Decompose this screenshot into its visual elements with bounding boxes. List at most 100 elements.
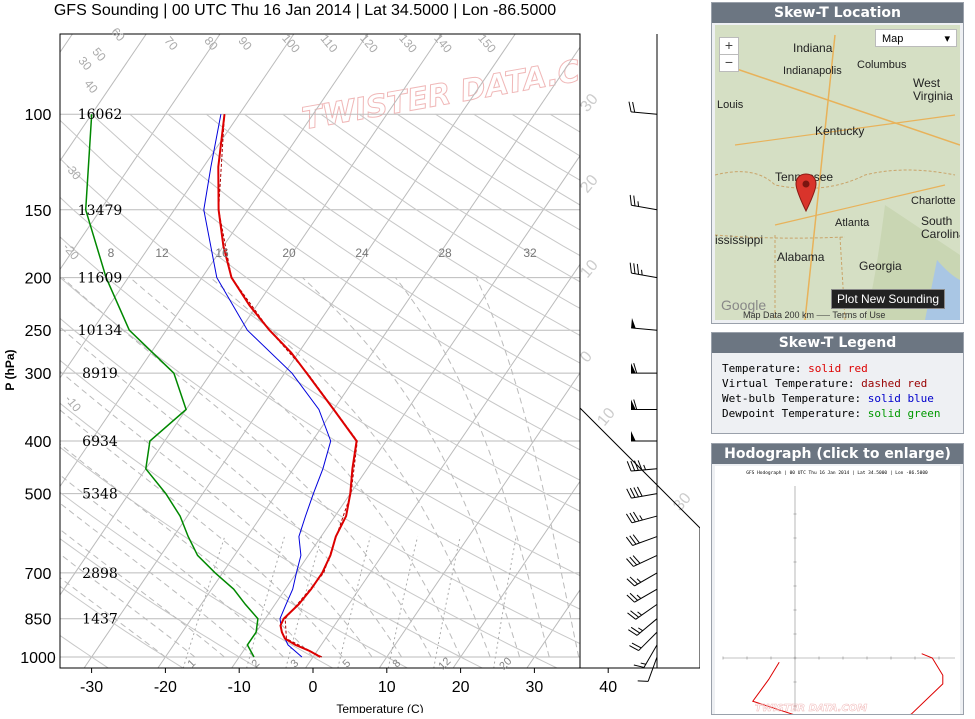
- dry-adiabat: [60, 236, 580, 577]
- temperature-line: [217, 114, 358, 658]
- wind-barb-staff: [632, 536, 658, 546]
- map-pin-icon[interactable]: [795, 173, 817, 213]
- skewt-legend-header: Skew-T Legend: [712, 333, 963, 353]
- wind-barb-flag: [633, 363, 638, 374]
- wind-barb-flag: [636, 263, 640, 275]
- wind-barb-flag: [632, 101, 636, 113]
- legend-label: Wet-bulb Temperature:: [722, 392, 862, 405]
- wind-barb: [631, 430, 657, 442]
- wind-barb-flag: [630, 460, 636, 471]
- wind-barb-half-flag: [643, 464, 647, 470]
- legend-value: solid green: [867, 407, 941, 420]
- wind-barb-flag: [633, 263, 636, 274]
- x-axis-label: Temperature (C): [336, 702, 423, 713]
- moist-adiabat: [475, 277, 580, 658]
- dry-adiabat: [167, 113, 580, 393]
- wind-barb-staff: [643, 644, 658, 668]
- wind-barb-half-flag: [637, 611, 642, 616]
- wind-barb: [626, 554, 658, 567]
- wind-barb-half-flag: [639, 515, 643, 521]
- pressure-tick-label: 400: [25, 434, 52, 451]
- skewt-location-panel: Skew-T Location + − Map ▾ Indiana Indiana…: [711, 2, 964, 324]
- mixing-ratio-bottom-label: 12: [436, 655, 453, 672]
- wind-barb-pennant: [631, 399, 636, 410]
- wind-barb: [629, 262, 658, 279]
- mixing-ratio-label: 8: [108, 246, 115, 260]
- map-label-atlanta: Atlanta: [835, 217, 870, 229]
- mixing-ratio-label: 24: [355, 246, 369, 260]
- hodograph-header[interactable]: Hodograph (click to enlarge): [712, 444, 963, 464]
- wind-barb-half-flag: [636, 578, 642, 583]
- moist-adiabat: [60, 502, 255, 658]
- wind-barb: [628, 618, 658, 636]
- zoom-in-button[interactable]: +: [719, 37, 739, 55]
- wind-barb-flag: [633, 399, 638, 410]
- isotherm-label: 70: [161, 34, 181, 53]
- hodograph-panel[interactable]: Hodograph (click to enlarge) GFS Hodogra…: [711, 443, 964, 719]
- height-label: 8919: [82, 366, 118, 382]
- mixing-ratio-label: 20: [282, 246, 296, 260]
- wind-barb-flag: [629, 194, 632, 206]
- dry-adiabat: [588, 114, 700, 668]
- wind-barb-half-flag: [637, 201, 640, 207]
- map-type-select[interactable]: Map ▾: [875, 29, 957, 47]
- dry-adiabat: [473, 113, 580, 181]
- wind-barb-staff: [631, 327, 658, 331]
- wind-barb-pennant: [631, 317, 636, 329]
- map-label-alabama: Alabama: [777, 250, 825, 264]
- mixing-ratio-line: [493, 536, 517, 668]
- wind-barb: [625, 534, 658, 546]
- wind-barb: [631, 317, 658, 331]
- mixing-ratio-label: 32: [523, 246, 537, 260]
- pressure-tick-label: 500: [25, 487, 52, 504]
- hodograph-watermark: TWISTER DATA.COM: [755, 703, 867, 714]
- wind-barb-staff: [631, 515, 658, 524]
- wet-bulb-line: [203, 114, 332, 658]
- dry-adiabat: [205, 113, 580, 364]
- pressure-tick-label: 300: [25, 366, 52, 383]
- wind-barb-flag: [629, 512, 636, 523]
- wind-barb: [631, 399, 657, 411]
- legend-value: solid red: [808, 362, 868, 375]
- isotherm-line: [60, 34, 221, 271]
- map-footer: Map Data 200 km ⎯⎯⎯ Terms of Use: [743, 310, 886, 320]
- moist-adiabat: [60, 409, 343, 658]
- pressure-tick-label: 1000: [20, 650, 56, 667]
- x-tick-label: -30: [80, 679, 103, 696]
- wind-barb-flag: [637, 680, 649, 682]
- isotherm-label: 140: [431, 31, 455, 56]
- hodograph-thumbnail[interactable]: GFS Hodograph | 00 UTC Thu 16 Jan 2014 |…: [715, 466, 960, 719]
- dry-adiabat: [397, 113, 580, 231]
- skewt-chart: GFS Sounding | 00 UTC Thu 16 Jan 2014 | …: [3, 2, 700, 713]
- wind-barb-half-flag: [636, 594, 642, 599]
- map-label-columbus: Columbus: [857, 59, 907, 71]
- isotherm-line: [157, 46, 580, 668]
- map-label-indiana: Indiana: [793, 41, 833, 55]
- wind-barb-flag: [633, 487, 640, 498]
- wind-barb-pennant: [631, 363, 636, 374]
- moist-adiabat: [129, 277, 462, 658]
- legend-item-virtual-temperature: Virtual Temperature: dashed red: [722, 376, 953, 391]
- isotherm-label: 120: [357, 31, 381, 56]
- location-map[interactable]: + − Map ▾ Indiana Indianapolis Columbus W…: [715, 25, 960, 320]
- height-label: 6934: [82, 434, 118, 450]
- wind-barb-staff: [631, 272, 658, 279]
- wind-barb-flag: [631, 642, 642, 649]
- wind-barb-flag: [637, 460, 643, 471]
- legend-value: dashed red: [861, 377, 928, 390]
- isotherm-label: -10: [62, 392, 84, 415]
- isotherm-line: [675, 34, 700, 668]
- dry-adiabat: [60, 359, 559, 668]
- wind-barb-staff: [631, 468, 658, 472]
- zoom-out-button[interactable]: −: [719, 54, 739, 72]
- map-label-south-carolina: South Carolina: [921, 214, 960, 241]
- wind-barb: [628, 101, 658, 115]
- wind-barb-staff: [633, 554, 658, 567]
- wind-barb-flag: [633, 511, 640, 522]
- map-label-mississippi: ississippi: [715, 233, 764, 247]
- isotherm-line: [60, 34, 147, 162]
- wind-barb-flag: [630, 610, 639, 618]
- wind-barb-flag: [625, 536, 633, 546]
- wind-barb-flag: [626, 461, 632, 472]
- plot-new-sounding-button[interactable]: Plot New Sounding: [831, 289, 946, 309]
